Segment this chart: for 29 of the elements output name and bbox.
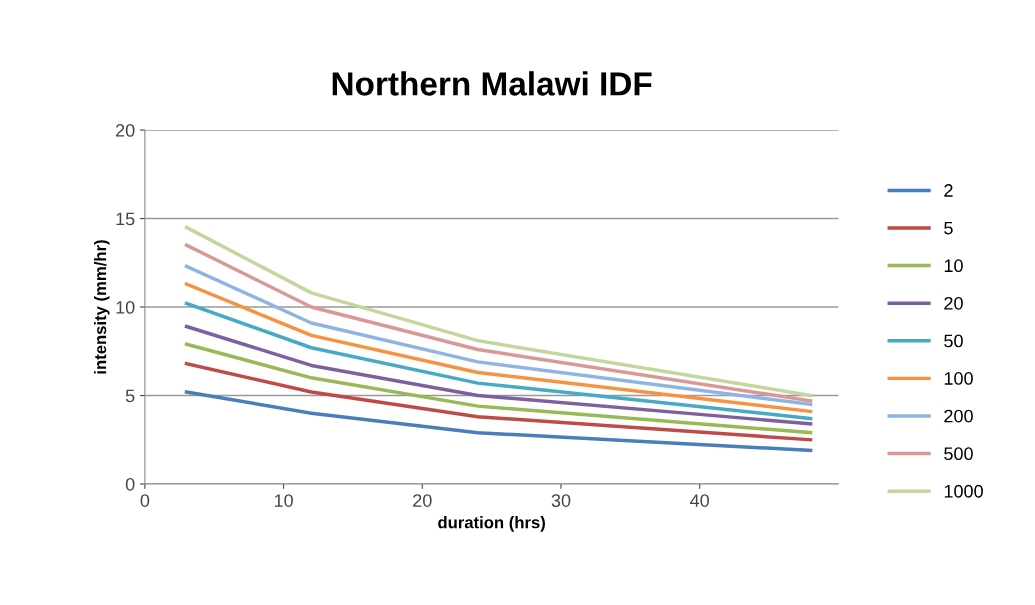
x-axis-title: duration (hrs)	[438, 516, 545, 532]
legend-label: 100	[944, 372, 973, 385]
x-tick-label: 20	[413, 494, 432, 507]
line-series	[184, 282, 813, 414]
legend-label: 20	[944, 296, 963, 310]
x-tick-label: 10	[274, 494, 293, 507]
y-tick-label: 5	[125, 389, 135, 403]
legend-label: 10	[944, 259, 963, 273]
y-tick-label: 10	[116, 300, 135, 314]
legend-label: 200	[944, 409, 973, 423]
line-series	[184, 390, 813, 453]
line-series	[184, 264, 813, 407]
y-tick-label: 15	[116, 212, 135, 226]
legend-label: 50	[944, 334, 963, 348]
line-series	[184, 324, 813, 426]
legend-label: 2	[944, 184, 953, 197]
line-series	[184, 301, 813, 421]
y-tick-label: 20	[116, 124, 135, 137]
y-tick-label: 0	[125, 477, 135, 491]
line-series	[184, 361, 813, 442]
legend-label: 500	[944, 447, 973, 461]
chart-title: Northern Malawi IDF	[332, 71, 652, 96]
y-axis-title: intensity (mm/hr)	[94, 240, 110, 374]
x-tick-label: 0	[140, 494, 150, 507]
x-tick-label: 40	[690, 494, 709, 507]
legend-label: 5	[944, 221, 953, 235]
x-tick-label: 30	[551, 494, 571, 507]
legend-label: 1000	[944, 484, 983, 498]
line-series	[184, 342, 813, 435]
